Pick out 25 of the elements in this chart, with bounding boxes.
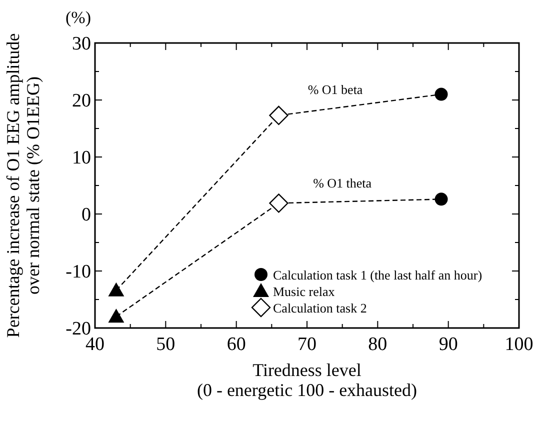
legend-label: Calculation task 2 — [273, 300, 367, 316]
annotation: % O1 theta — [313, 175, 372, 190]
point — [269, 106, 288, 125]
annotation: % O1 beta — [308, 82, 363, 97]
point — [269, 194, 288, 213]
x-tick-label: 100 — [504, 334, 534, 355]
y-tick-label: -10 — [66, 262, 91, 282]
text: (%) — [66, 8, 91, 27]
y-tick-label: 0 — [82, 204, 91, 226]
x-axis-title: Tiredness level (0 - energetic 100 - exhausted) — [196, 360, 418, 400]
y-tick-label: 20 — [72, 90, 91, 112]
x-tick-label: 80 — [368, 334, 388, 355]
y-axis-title: Percentage increase of O1 EEG amplitude over normal state (% O1EEG) — [3, 33, 43, 338]
x-tick-label: 60 — [226, 334, 246, 355]
legend-label: Calculation task 1 (the last half an hour) — [273, 268, 482, 282]
y-tick-label: 30 — [72, 34, 91, 54]
point — [434, 192, 448, 206]
legend-label: Music relax — [273, 284, 336, 299]
x-tick-label: 90 — [438, 334, 458, 355]
x-tick-label: 50 — [156, 334, 176, 355]
y-tick-label: 10 — [72, 148, 91, 168]
point — [434, 88, 448, 101]
point — [108, 308, 124, 323]
x-tick-label: 70 — [298, 334, 316, 355]
point — [108, 282, 124, 296]
